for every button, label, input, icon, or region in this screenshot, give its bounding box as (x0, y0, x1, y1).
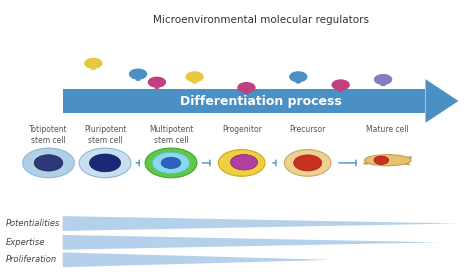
Circle shape (85, 58, 102, 68)
Circle shape (90, 154, 120, 172)
Text: Expertise: Expertise (6, 238, 46, 247)
Polygon shape (63, 216, 458, 231)
Circle shape (79, 148, 131, 178)
Circle shape (34, 155, 63, 171)
Circle shape (219, 150, 265, 176)
Circle shape (145, 148, 197, 178)
Circle shape (332, 80, 349, 90)
Text: Potentialities: Potentialities (6, 219, 61, 228)
Polygon shape (63, 89, 426, 113)
Circle shape (186, 72, 203, 82)
Polygon shape (426, 79, 458, 123)
Text: Multipotent
stem cell: Multipotent stem cell (149, 125, 193, 145)
Text: Progenitor: Progenitor (222, 125, 262, 134)
Circle shape (23, 148, 74, 178)
Circle shape (374, 156, 389, 164)
Circle shape (148, 77, 165, 87)
Text: Mature cell: Mature cell (366, 125, 409, 134)
Text: Differentiation process: Differentiation process (180, 94, 341, 107)
Text: Totipotent
stem cell: Totipotent stem cell (29, 125, 68, 145)
Circle shape (290, 72, 307, 82)
Circle shape (238, 83, 255, 92)
Polygon shape (63, 235, 439, 250)
Text: Proliferation: Proliferation (6, 255, 57, 264)
Circle shape (230, 154, 257, 170)
Circle shape (284, 150, 331, 176)
Circle shape (374, 75, 392, 84)
Ellipse shape (365, 155, 411, 166)
Circle shape (129, 69, 146, 79)
Circle shape (294, 155, 322, 171)
Polygon shape (63, 252, 331, 267)
Text: Microenvironmental molecular regulators: Microenvironmental molecular regulators (153, 15, 369, 25)
Text: Pluripotent
stem cell: Pluripotent stem cell (84, 125, 126, 145)
Circle shape (152, 152, 190, 174)
Circle shape (161, 157, 181, 169)
Text: Precursor: Precursor (290, 125, 326, 134)
